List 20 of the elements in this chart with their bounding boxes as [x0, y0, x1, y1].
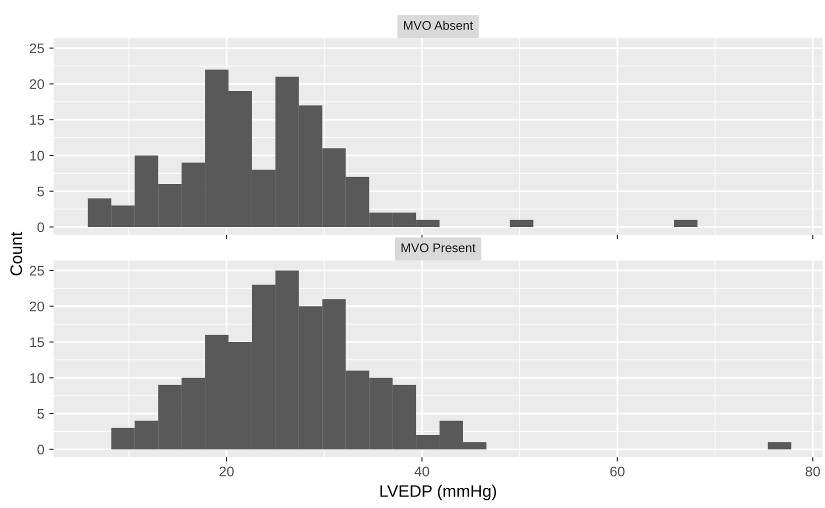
y-tick-label: 10 [30, 150, 44, 161]
x-tick-label: 80 [806, 466, 820, 476]
y-tick-label: 25 [30, 43, 44, 54]
x-axis-title: LVEDP (mmHg) [380, 484, 496, 500]
y-tick-label: 15 [30, 115, 44, 125]
y-tick-label: 5 [37, 186, 44, 196]
y-tick-label: 15 [30, 337, 44, 348]
chart-title: MVO Present [402, 243, 476, 252]
x-tick-label: 20 [220, 466, 234, 476]
y-tick-label: 10 [30, 373, 44, 383]
x-tick-label: 40 [414, 466, 430, 476]
y-tick-label: 0 [37, 222, 44, 232]
chart-title: MVO Absent [404, 20, 474, 30]
y-axis-title: Count [10, 232, 22, 276]
y-tick-label: 20 [30, 79, 44, 90]
y-tick-label: 20 [30, 302, 44, 312]
y-tick-label: 5 [37, 409, 44, 419]
y-tick-label: 0 [37, 444, 44, 454]
x-tick-label: 60 [610, 466, 625, 476]
y-tick-label: 25 [30, 266, 44, 276]
